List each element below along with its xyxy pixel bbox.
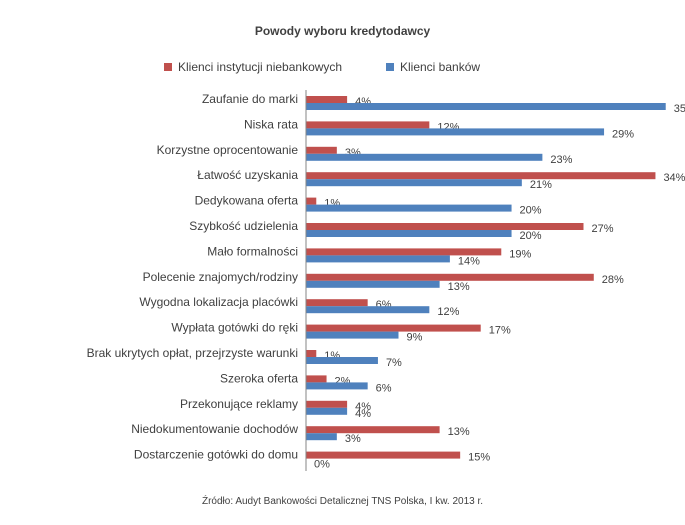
data-label-nonbank-polecenie-znajomych-rodziny: 28% [602,274,624,286]
bar-nonbank-polecenie-znajomych-rodziny [306,273,594,281]
data-label-nonbank-wyplata-gotowki-do-reki: 17% [489,325,511,337]
bar-nonbank-wygodna-lokalizacja-placowki [306,299,368,307]
bar-bank-polecenie-znajomych-rodziny [306,280,440,288]
data-label-bank-szybkosc-udzielenia: 20% [520,230,542,242]
data-label-bank-malo-formalnosci: 14% [458,255,480,267]
bar-bank-brak-ukrytych-oplat-przejrzyste-warunki [306,357,378,364]
data-label-bank-latwosc-uzyskania: 21% [530,179,552,191]
data-label-bank-wyplata-gotowki-do-reki: 9% [407,332,423,344]
data-label-bank-wygodna-lokalizacja-placowki: 12% [437,306,459,318]
bar-bank-niedokumentowanie-dochodow [306,433,337,441]
bar-bank-wygodna-lokalizacja-placowki [306,306,430,314]
chart-title: Powody wyboru kredytodawcy [254,24,431,38]
legend-swatch-nonbank [164,63,172,71]
category-label-dostarczenie-gotowki-do-domu: Dostarczenie gotówki do domu [134,448,298,462]
legend-item-bank: Klienci banków [386,60,480,74]
data-label-bank-dostarczenie-gotowki-do-domu: 0% [314,459,330,471]
source-note: Źródło: Audyt Bankowości Detalicznej TNS… [201,496,484,507]
data-label-nonbank-dostarczenie-gotowki-do-domu: 15% [468,452,490,464]
category-label-niska-rata: Niska rata [244,117,298,131]
data-label-bank-dedykowana-oferta: 20% [520,205,542,217]
bar-bank-zaufanie-do-marki [306,103,666,110]
bar-nonbank-zaufanie-do-marki [306,96,348,103]
data-label-bank-korzystne-oprocentowanie: 23% [550,154,572,166]
category-label-brak-ukrytych-oplat-przejrzyste-warunki: Brak ukrytych opłat, przejrzyste warunki [87,346,298,360]
category-label-latwosc-uzyskania: Łatwość uzyskania [197,168,298,182]
legend-swatch-bank [386,63,394,71]
bar-nonbank-latwosc-uzyskania [306,172,656,180]
category-label-niedokumentowanie-dochodow: Niedokumentowanie dochodów [131,422,298,436]
bar-bank-wyplata-gotowki-do-reki [306,331,399,339]
bar-bank-malo-formalnosci [306,255,450,263]
data-label-bank-niska-rata: 29% [612,128,634,140]
data-label-nonbank-niedokumentowanie-dochodow: 13% [448,426,470,438]
data-label-nonbank-malo-formalnosci: 19% [509,248,531,260]
bar-nonbank-szybkosc-udzielenia [306,223,584,230]
bar-bank-dedykowana-oferta [306,204,512,212]
category-label-polecenie-znajomych-rodziny: Polecenie znajomych/rodziny [143,270,298,284]
category-label-szeroka-oferta: Szeroka oferta [220,371,298,385]
bar-bank-latwosc-uzyskania [306,179,522,187]
category-label-wygodna-lokalizacja-placowki: Wygodna lokalizacja placówki [139,295,298,309]
data-label-nonbank-szybkosc-udzielenia: 27% [592,223,614,235]
data-label-bank-szeroka-oferta: 6% [376,382,392,394]
legend-label-bank: Klienci banków [400,60,481,74]
legend-label-nonbank: Klienci instytucji niebankowych [178,60,343,74]
category-label-szybkosc-udzielenia: Szybkość udzielenia [189,219,298,233]
category-label-malo-formalnosci: Mało formalności [207,244,298,258]
category-label-dedykowana-oferta: Dedykowana oferta [195,194,299,208]
data-label-bank-niedokumentowanie-dochodow: 3% [345,433,361,445]
data-label-bank-przekonujace-reklamy: 4% [355,408,371,420]
data-label-bank-polecenie-znajomych-rodziny: 13% [448,281,470,293]
bar-nonbank-dedykowana-oferta [306,197,317,205]
data-label-bank-brak-ukrytych-oplat-przejrzyste-warunki: 7% [386,357,402,369]
data-label-bank-zaufanie-do-marki: 35% [674,103,685,115]
bar-bank-przekonujace-reklamy [306,407,348,415]
bar-bank-szybkosc-udzielenia [306,230,512,237]
category-label-wyplata-gotowki-do-reki: Wypłata gotówki do ręki [171,321,298,335]
data-label-nonbank-przekonujace-reklamy: 4% [355,401,371,413]
category-label-korzystne-oprocentowanie: Korzystne oprocentowanie [157,143,299,157]
bar-nonbank-wyplata-gotowki-do-reki [306,324,481,332]
bar-nonbank-niedokumentowanie-dochodow [306,426,440,434]
bar-nonbank-korzystne-oprocentowanie [306,146,337,154]
bar-nonbank-malo-formalnosci [306,248,502,256]
legend-item-nonbank: Klienci instytucji niebankowych [164,60,342,74]
bar-nonbank-brak-ukrytych-oplat-przejrzyste-warunki [306,350,317,357]
bar-nonbank-dostarczenie-gotowki-do-domu [306,451,461,459]
bar-bank-niska-rata [306,128,605,136]
bar-nonbank-przekonujace-reklamy [306,400,348,408]
bar-nonbank-szeroka-oferta [306,375,327,383]
bar-nonbank-niska-rata [306,121,430,129]
category-label-przekonujace-reklamy: Przekonujące reklamy [180,397,298,411]
bar-bank-korzystne-oprocentowanie [306,153,543,161]
category-label-zaufanie-do-marki: Zaufanie do marki [202,92,298,106]
bar-bank-szeroka-oferta [306,382,368,390]
data-label-nonbank-latwosc-uzyskania: 34% [663,172,685,184]
